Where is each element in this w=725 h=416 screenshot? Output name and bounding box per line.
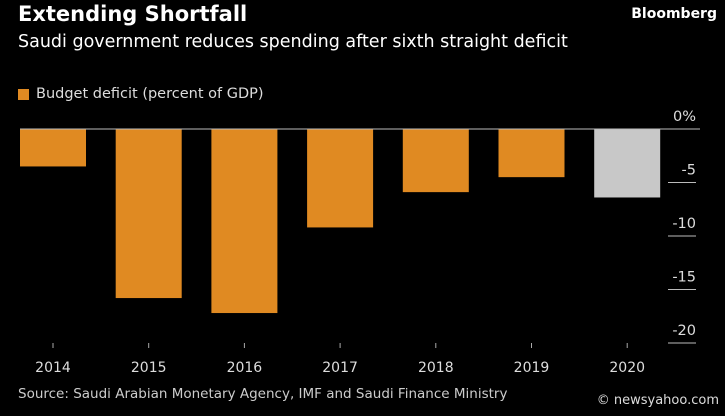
source-note: Source: Saudi Arabian Monetary Agency, I… xyxy=(18,386,508,402)
chart-subtitle: Saudi government reduces spending after … xyxy=(18,32,568,52)
bar-2014 xyxy=(20,129,86,167)
y-tick-label: -15 xyxy=(672,270,696,286)
bar-2018 xyxy=(402,129,469,193)
bloomberg-logo: Bloomberg xyxy=(631,6,717,22)
bar-2016 xyxy=(211,129,278,314)
bar-2015 xyxy=(115,129,182,299)
x-tick-label: 2016 xyxy=(227,360,263,376)
x-tick-label: 2018 xyxy=(418,360,454,376)
legend: Budget deficit (percent of GDP) xyxy=(18,86,264,102)
bar-2019 xyxy=(498,129,565,178)
y-tick-label: -10 xyxy=(672,216,696,232)
y-tick-label: -20 xyxy=(672,323,696,339)
x-tick-label: 2015 xyxy=(131,360,167,376)
watermark: © newsyahoo.com xyxy=(596,393,719,408)
bar-2017 xyxy=(307,129,374,228)
legend-swatch xyxy=(18,88,29,100)
x-tick-label: 2019 xyxy=(514,360,550,376)
x-tick-label: 2017 xyxy=(322,360,358,376)
x-tick-label: 2020 xyxy=(609,360,645,376)
legend-label: Budget deficit (percent of GDP) xyxy=(36,86,264,102)
x-tick-label: 2014 xyxy=(35,360,71,376)
y-tick-label: -5 xyxy=(682,163,696,179)
y-tick-label: 0% xyxy=(673,109,696,125)
bar-2020 xyxy=(594,129,661,198)
chart-title: Extending Shortfall xyxy=(18,2,248,26)
